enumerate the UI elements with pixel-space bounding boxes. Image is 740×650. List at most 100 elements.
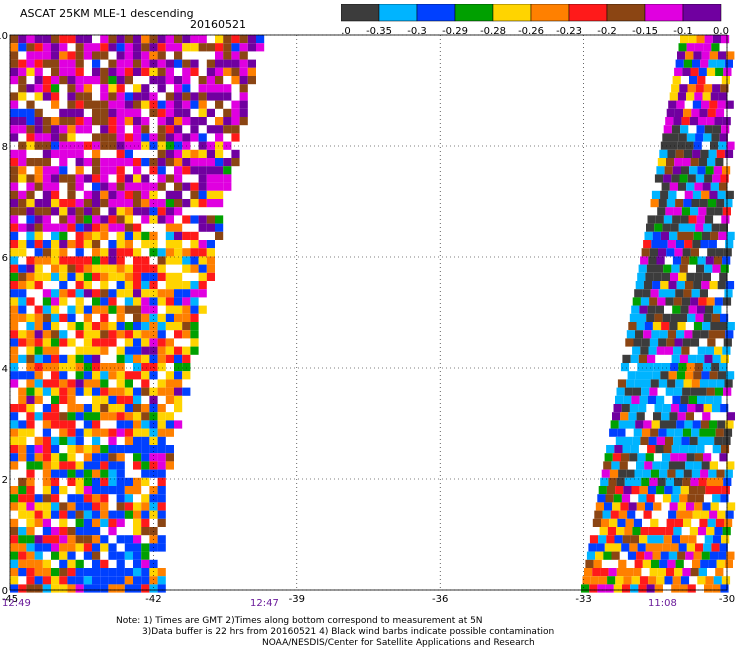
scatterometer-cell: [157, 174, 166, 183]
scatterometer-cell: [174, 420, 183, 429]
scatterometer-cell: [174, 223, 183, 232]
scatterometer-cell: [674, 248, 683, 257]
scatterometer-cell: [190, 305, 199, 314]
scatterometer-cell: [18, 305, 27, 314]
scatterometer-cell: [67, 428, 76, 437]
scatterometer-cell: [133, 133, 142, 142]
scatterometer-cell: [223, 141, 232, 150]
scatterometer-cell: [702, 272, 711, 281]
scatterometer-cell: [611, 461, 620, 470]
scatterometer-cell: [671, 264, 680, 273]
scatterometer-cell: [686, 502, 695, 511]
scatterometer-cell: [124, 584, 133, 593]
scatterometer-cell: [605, 494, 614, 503]
scatterometer-cell: [639, 535, 648, 544]
scatterometer-cell: [689, 256, 698, 265]
scatterometer-cell: [67, 100, 76, 109]
scatterometer-cell: [231, 43, 240, 52]
scatterometer-cell: [679, 174, 688, 183]
scatterometer-cell: [618, 469, 627, 478]
scatterometer-cell: [116, 428, 125, 437]
scatterometer-cell: [67, 576, 76, 585]
scatterometer-cell: [157, 535, 166, 544]
scatterometer-cell: [133, 59, 142, 68]
scatterometer-cell: [59, 264, 68, 273]
scatterometer-cell: [198, 199, 207, 208]
scatterometer-cell: [721, 35, 730, 44]
scatterometer-cell: [647, 354, 656, 363]
scatterometer-cell: [59, 576, 68, 585]
scatterometer-cell: [116, 59, 125, 68]
scatterometer-cell: [108, 35, 117, 44]
scatterometer-cell: [67, 445, 76, 454]
scatterometer-cell: [215, 51, 224, 60]
scatterometer-cell: [34, 117, 43, 126]
scatterometer-cell: [654, 223, 663, 232]
scatterometer-cell: [680, 215, 689, 224]
scatterometer-cell: [141, 100, 150, 109]
scatterometer-cell: [51, 141, 60, 150]
scatterometer-cell: [198, 305, 207, 314]
scatterometer-cell: [67, 289, 76, 298]
scatterometer-cell: [133, 108, 142, 117]
scatterometer-cell: [625, 518, 634, 527]
scatterometer-cell: [699, 518, 708, 527]
scatterometer-cell: [676, 420, 685, 429]
scatterometer-cell: [116, 313, 125, 322]
scatterometer-cell: [51, 100, 60, 109]
scatterometer-cell: [83, 272, 92, 281]
scatterometer-cell: [133, 100, 142, 109]
scatterometer-cell: [629, 313, 638, 322]
scatterometer-cell: [718, 551, 727, 560]
scatterometer-cell: [223, 92, 232, 101]
scatterometer-cell: [133, 313, 142, 322]
scatterometer-cell: [10, 223, 19, 232]
scatterometer-cell: [712, 125, 722, 134]
scatterometer-cell: [100, 469, 109, 478]
scatterometer-cell: [661, 363, 671, 372]
scatterometer-cell: [206, 199, 215, 208]
scatterometer-cell: [674, 67, 683, 76]
scatterometer-cell: [59, 543, 68, 552]
scatterometer-cell: [92, 264, 101, 273]
scatterometer-cell: [51, 363, 60, 372]
scatterometer-cell: [592, 518, 601, 527]
scatterometer-cell: [116, 35, 125, 44]
scatterometer-cell: [83, 346, 92, 355]
scatterometer-cell: [92, 518, 101, 527]
scatterometer-cell: [18, 445, 27, 454]
scatterometer-cell: [719, 272, 728, 281]
scatterometer-cell: [34, 510, 43, 519]
scatterometer-cell: [51, 240, 60, 249]
scatterometer-cell: [42, 387, 51, 396]
note-line-2: 3)Data buffer is 22 hrs from 20160521 4)…: [142, 627, 555, 637]
scatterometer-cell: [657, 527, 666, 536]
scatterometer-cell: [608, 568, 617, 577]
scatterometer-cell: [42, 412, 51, 421]
scatterometer-cell: [116, 149, 125, 158]
scatterometer-cell: [165, 35, 174, 44]
scatterometer-cell: [165, 256, 174, 265]
scatterometer-cell: [616, 387, 625, 396]
scatterometer-cell: [42, 576, 51, 585]
scatterometer-cell: [624, 477, 633, 486]
scatterometer-cell: [67, 527, 76, 536]
scatterometer-cell: [174, 133, 183, 142]
scatterometer-cell: [688, 35, 697, 44]
scatterometer-cell: [674, 158, 683, 167]
scatterometer-cell: [667, 289, 676, 298]
scatterometer-cell: [686, 543, 695, 552]
scatterometer-cell: [100, 305, 109, 314]
scatterometer-cell: [42, 584, 51, 593]
scatterometer-cell: [141, 215, 150, 224]
scatterometer-cell: [726, 412, 735, 421]
scatterometer-cell: [606, 535, 615, 544]
scatterometer-cell: [597, 494, 606, 503]
scatterometer-cell: [718, 92, 728, 101]
scatterometer-cell: [59, 371, 68, 380]
scatterometer-cell: [116, 322, 125, 331]
colorbar-label: -1.0: [341, 26, 351, 36]
scatterometer-cell: [124, 486, 133, 495]
scatterometer-cell: [165, 387, 174, 396]
scatterometer-cell: [652, 461, 661, 470]
